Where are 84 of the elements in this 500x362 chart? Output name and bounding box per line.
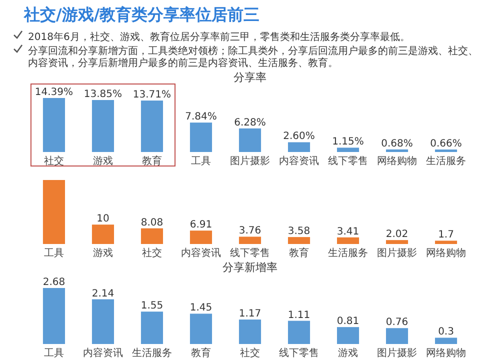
bar <box>336 148 360 152</box>
bar <box>434 338 458 344</box>
x-tick-label: 图片摄影 <box>377 247 418 259</box>
x-tick-label: 游戏 <box>338 347 358 359</box>
x-tick-label: 线下零售 <box>230 247 270 259</box>
data-label: 0.81 <box>336 316 360 328</box>
data-label: 6.91 <box>190 220 212 231</box>
data-label: 10 <box>96 214 110 225</box>
data-label: 14.39% <box>34 87 74 98</box>
bar <box>140 100 164 152</box>
bar <box>336 237 360 244</box>
data-label: 1.55 <box>140 300 164 312</box>
x-tick-label: 线下零售 <box>328 155 368 167</box>
bar <box>336 327 360 344</box>
x-tick-label: 教育 <box>190 347 211 359</box>
bar <box>190 122 212 152</box>
data-label: 2.02 <box>386 229 408 240</box>
bar <box>140 228 164 244</box>
data-label: 2.14 <box>92 288 114 300</box>
x-tick-label: 网络购物 <box>426 247 466 259</box>
bar <box>386 328 408 344</box>
data-label: 1.15% <box>332 136 364 148</box>
text: 2018年6月，社交、游戏、教育位居分享率前三甲，零售类和生活服务类分享率最低。 <box>28 31 410 43</box>
bar <box>238 236 262 244</box>
data-label: 8.08 <box>140 217 164 228</box>
data-label: 13.71% <box>132 90 172 101</box>
x-tick-label: 图片摄影 <box>377 347 418 359</box>
x-tick-label: 内容资讯 <box>180 247 221 259</box>
data-label: 7.84% <box>185 112 217 123</box>
bar <box>92 299 114 344</box>
bar <box>92 224 114 244</box>
data-label: 0.76 <box>386 317 408 328</box>
chart-title: 分享率 <box>234 71 266 84</box>
x-tick-label: 社交 <box>240 347 260 359</box>
data-label: 0.68% <box>381 138 413 150</box>
x-tick-label: 社交 <box>44 155 64 167</box>
data-label: 0.3 <box>438 326 454 338</box>
data-label: 1.11 <box>288 310 310 321</box>
x-tick-label: 网络购物 <box>426 347 466 359</box>
x-tick-label: 内容资讯 <box>82 347 123 359</box>
data-label: 1.17 <box>238 308 262 320</box>
x-tick-label: 线下零售 <box>279 347 320 359</box>
data-label: 2.60% <box>283 131 315 142</box>
bar <box>92 100 114 152</box>
data-label: 2.68 <box>42 277 66 288</box>
data-label: 1.45 <box>190 302 212 314</box>
bar <box>42 180 66 244</box>
x-tick-label: 生活服务 <box>426 155 466 167</box>
chart-title: 分享新增率 <box>222 261 278 274</box>
x-tick-label: 网络购物 <box>377 155 418 167</box>
data-label: 1.7 <box>438 230 454 241</box>
text: 分享回流和分享新增方面，工具类绝对领榜；除工具类外，分享后回流用户最多的前三是游戏、社交、内容资讯，分享后新增用户最多的前三是内容资讯、生活服务、教育。 <box>28 45 478 69</box>
x-tick-label: 生活服务 <box>328 247 368 259</box>
bar <box>434 240 458 244</box>
bar <box>386 240 408 244</box>
bar <box>288 320 310 344</box>
bar <box>140 312 164 344</box>
x-tick-label: 工具 <box>44 348 64 359</box>
x-tick-label: 内容资讯 <box>279 155 320 167</box>
x-tick-label: 工具 <box>190 156 211 167</box>
data-label: 3.58 <box>288 226 310 238</box>
bar <box>190 314 212 344</box>
x-tick-label: 图片摄影 <box>230 155 270 167</box>
bar <box>386 149 408 152</box>
x-tick-label: 社交 <box>142 247 162 259</box>
bar <box>288 142 310 152</box>
x-tick-label: 游戏 <box>92 155 113 167</box>
bar <box>288 237 310 244</box>
bar <box>42 98 66 152</box>
x-tick-label: 教育 <box>289 247 310 259</box>
x-tick-label: 工具 <box>44 248 64 259</box>
data-label: 3.41 <box>336 226 360 238</box>
x-tick-label: 生活服务 <box>132 347 172 359</box>
bar <box>238 320 262 344</box>
x-tick-label: 游戏 <box>92 247 113 259</box>
data-label: 3.76 <box>238 226 262 237</box>
x-tick-label: 教育 <box>142 155 162 167</box>
bar <box>190 230 212 244</box>
bar <box>42 288 66 344</box>
data-label: 13.85% <box>84 89 122 100</box>
bar <box>238 128 262 152</box>
data-label: 6.28% <box>234 117 266 128</box>
data-label: 0.66% <box>430 138 462 150</box>
text: 社交/游戏/教育类分享率位居前三 <box>23 5 260 24</box>
